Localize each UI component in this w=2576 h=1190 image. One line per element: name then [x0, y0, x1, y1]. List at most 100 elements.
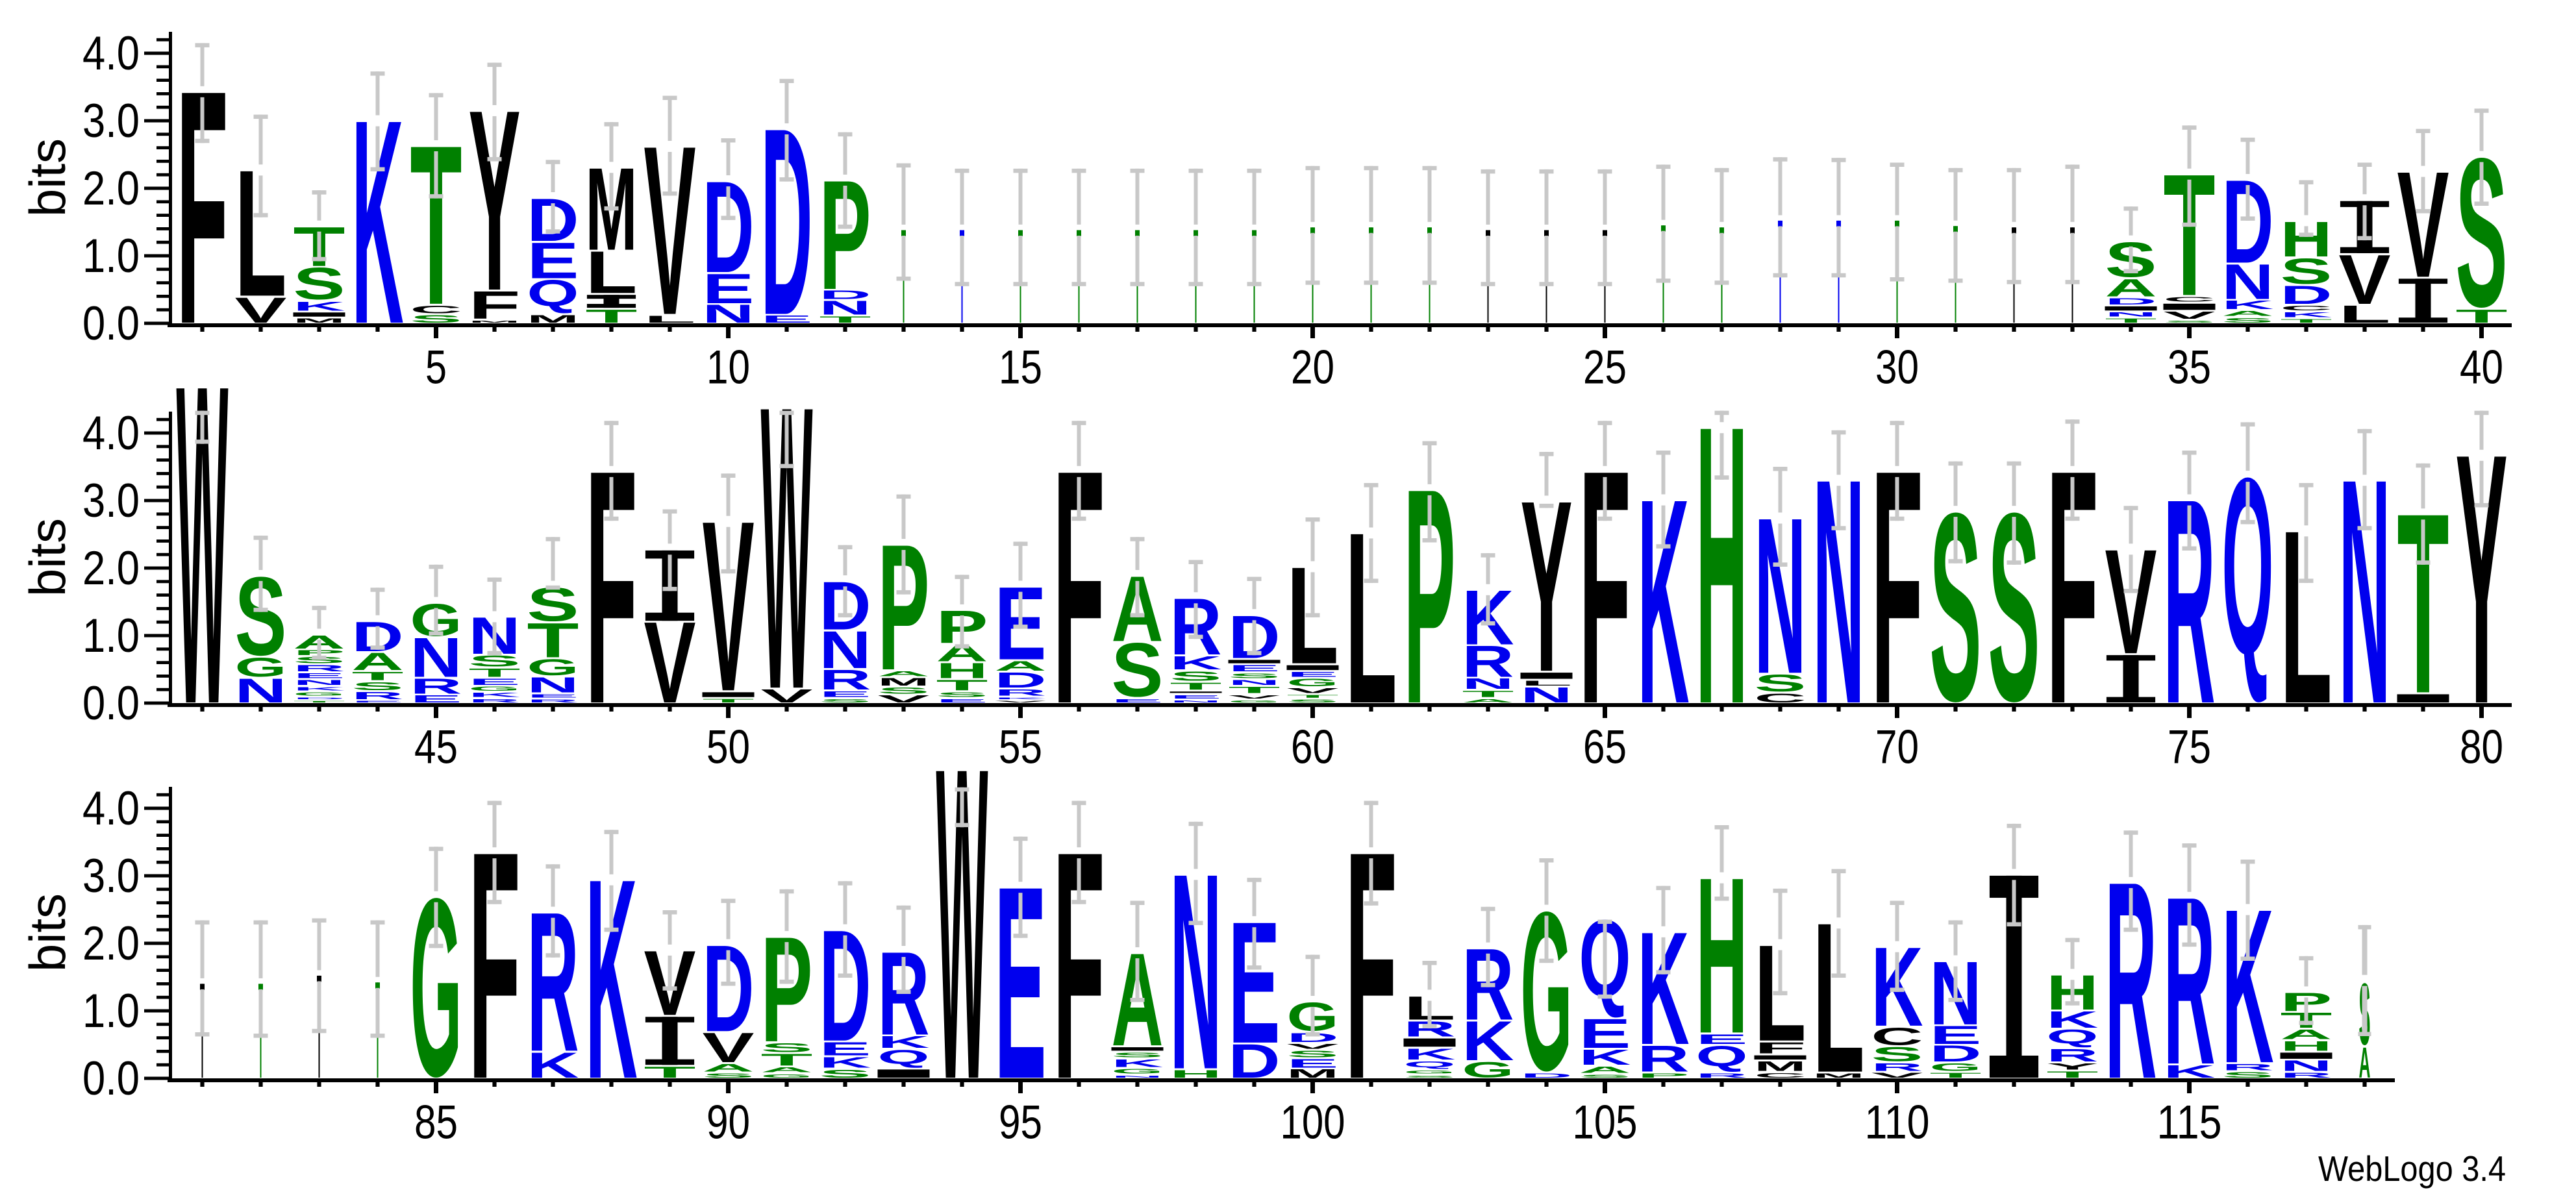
- svg-text:E: E: [1287, 671, 1339, 678]
- svg-text:M: M: [469, 320, 521, 323]
- svg-text:15: 15: [999, 341, 1042, 394]
- svg-text:E: E: [819, 1039, 871, 1060]
- svg-text:N: N: [294, 678, 345, 686]
- svg-text:D: D: [2281, 280, 2332, 309]
- svg-text:N: N: [1112, 1075, 1164, 1078]
- svg-text:K: K: [1579, 1045, 1631, 1069]
- svg-text:K: K: [2164, 1062, 2216, 1082]
- svg-text:S: S: [878, 686, 930, 695]
- svg-text:D: D: [1930, 1041, 1982, 1067]
- svg-text:R: R: [527, 870, 579, 1093]
- svg-text:T: T: [936, 677, 988, 694]
- svg-text:WebLogo 3.4: WebLogo 3.4: [2318, 1148, 2506, 1189]
- svg-text:T: T: [819, 315, 871, 325]
- svg-text:S: S: [819, 698, 871, 703]
- svg-text:Y: Y: [1521, 451, 1573, 723]
- svg-text:W: W: [761, 323, 814, 774]
- svg-text:N: N: [410, 626, 462, 689]
- svg-text:35: 35: [2168, 341, 2211, 394]
- svg-text:65: 65: [1583, 721, 1627, 774]
- svg-text:T: T: [1287, 694, 1339, 699]
- svg-text:0.0: 0.0: [82, 297, 140, 350]
- svg-text:K: K: [1638, 898, 1690, 1078]
- svg-text:105: 105: [1573, 1097, 1638, 1149]
- svg-text:F: F: [1755, 1039, 1807, 1057]
- svg-text:bits: bits: [19, 893, 76, 972]
- svg-text:P: P: [1638, 1072, 1690, 1079]
- svg-text:0.0: 0.0: [82, 677, 140, 730]
- svg-text:4.0: 4.0: [82, 27, 140, 80]
- svg-text:T: T: [761, 1050, 813, 1069]
- svg-text:55: 55: [999, 721, 1042, 774]
- svg-text:L: L: [235, 133, 287, 335]
- svg-text:E: E: [1170, 694, 1222, 700]
- svg-text:3.0: 3.0: [82, 95, 140, 147]
- svg-text:W: W: [936, 674, 989, 1172]
- svg-text:V: V: [235, 290, 287, 330]
- svg-text:S: S: [936, 691, 988, 699]
- svg-text:S: S: [2222, 1071, 2274, 1079]
- svg-text:C: C: [410, 303, 462, 315]
- svg-text:S: S: [1287, 1048, 1339, 1060]
- svg-text:N: N: [703, 299, 755, 328]
- svg-text:G: G: [1404, 1070, 1456, 1074]
- svg-text:A: A: [703, 1061, 755, 1074]
- svg-text:25: 25: [1583, 341, 1627, 394]
- svg-text:D: D: [703, 920, 755, 1058]
- svg-text:E: E: [352, 700, 404, 703]
- svg-text:80: 80: [2460, 721, 2503, 774]
- svg-text:H: H: [1170, 1068, 1222, 1080]
- svg-text:V: V: [1229, 694, 1281, 700]
- svg-text:60: 60: [1291, 721, 1334, 774]
- svg-text:N: N: [2281, 1058, 2332, 1074]
- svg-text:R: R: [294, 663, 345, 673]
- svg-text:S: S: [1579, 1074, 1631, 1078]
- svg-text:Q: Q: [527, 273, 579, 314]
- svg-text:D: D: [703, 155, 755, 300]
- svg-text:115: 115: [2157, 1097, 2222, 1149]
- svg-text:R: R: [1462, 638, 1514, 687]
- svg-text:M: M: [878, 676, 930, 688]
- svg-text:D: D: [1287, 1030, 1339, 1045]
- svg-text:S: S: [2164, 320, 2216, 323]
- svg-text:Q: Q: [2047, 1026, 2099, 1048]
- svg-text:K: K: [2222, 864, 2274, 1109]
- svg-text:N: N: [2105, 311, 2157, 317]
- svg-text:R: R: [878, 928, 930, 1060]
- svg-text:C: C: [2164, 295, 2216, 303]
- svg-text:K: K: [2222, 299, 2274, 312]
- svg-text:N: N: [1229, 678, 1281, 686]
- svg-text:E: E: [527, 232, 579, 290]
- svg-text:30: 30: [1875, 341, 1919, 394]
- svg-text:E: E: [819, 690, 871, 699]
- svg-text:N: N: [1755, 472, 1807, 721]
- svg-text:S: S: [2222, 317, 2274, 325]
- svg-text:H: H: [936, 659, 988, 683]
- svg-text:2.0: 2.0: [82, 542, 140, 595]
- svg-text:M: M: [294, 317, 345, 324]
- svg-text:C: C: [1755, 1071, 1807, 1079]
- svg-text:Q: Q: [1404, 1060, 1456, 1069]
- svg-text:S: S: [294, 258, 345, 309]
- svg-text:A: A: [352, 648, 404, 676]
- svg-text:F: F: [469, 283, 521, 327]
- svg-text:N: N: [1170, 700, 1222, 703]
- svg-text:N: N: [1462, 676, 1514, 692]
- svg-text:D: D: [819, 897, 871, 1074]
- svg-text:S: S: [1755, 670, 1807, 697]
- svg-text:L: L: [1521, 679, 1573, 687]
- svg-text:N: N: [235, 671, 287, 710]
- svg-text:T: T: [294, 700, 345, 703]
- svg-text:R: R: [527, 699, 579, 703]
- svg-text:T: T: [352, 669, 404, 683]
- svg-text:S: S: [2281, 251, 2332, 291]
- svg-text:K: K: [819, 1054, 871, 1071]
- svg-text:N: N: [819, 297, 871, 319]
- svg-text:V: V: [2164, 310, 2216, 321]
- svg-text:G: G: [294, 691, 345, 697]
- svg-text:E: E: [1930, 1021, 1982, 1049]
- svg-text:A: A: [761, 1066, 813, 1074]
- svg-text:G: G: [235, 652, 287, 682]
- svg-text:4.0: 4.0: [82, 407, 140, 460]
- svg-text:0.0: 0.0: [82, 1052, 140, 1105]
